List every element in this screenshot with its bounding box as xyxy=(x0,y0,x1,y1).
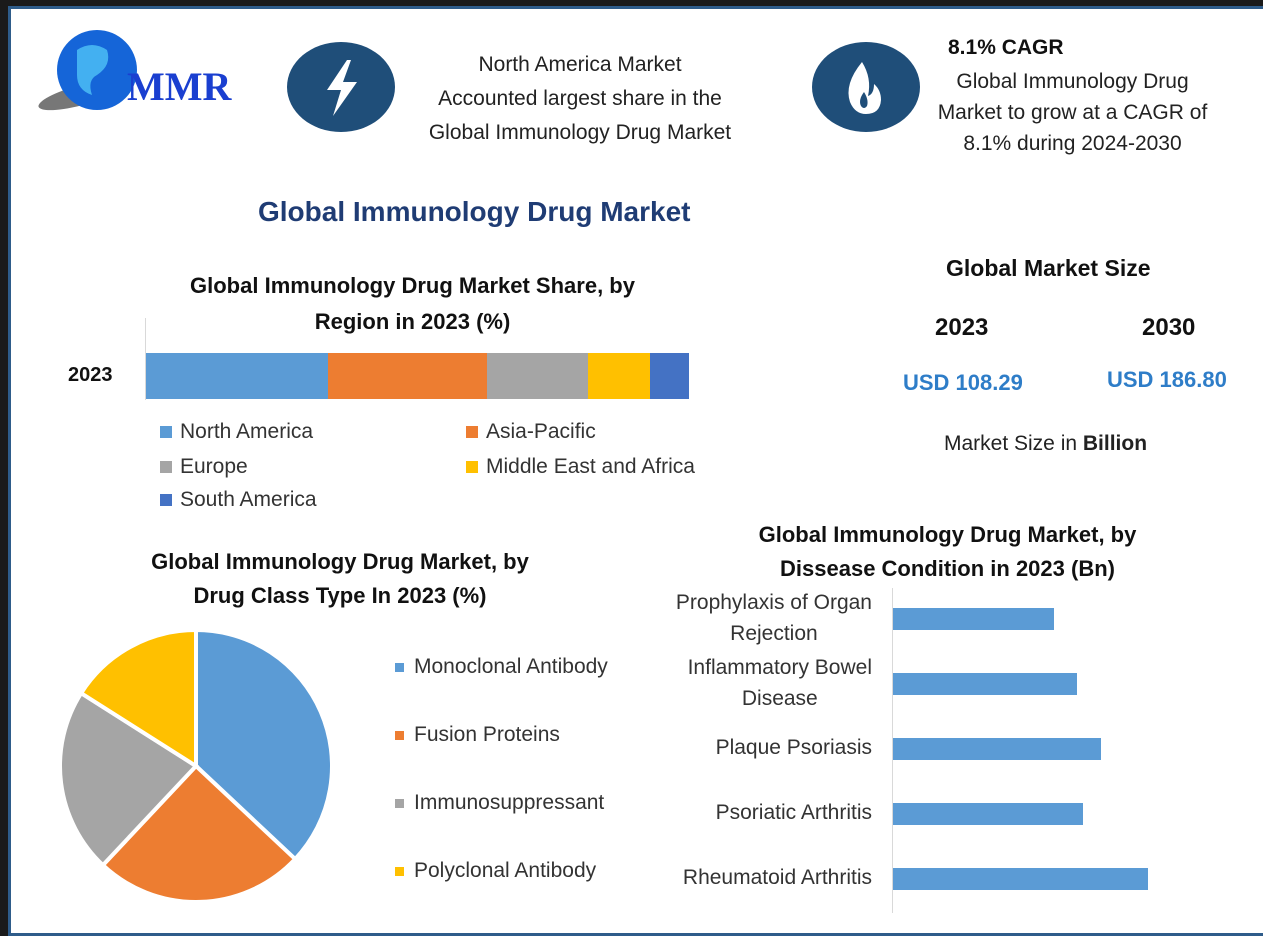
bar-segment-south-america xyxy=(649,353,689,399)
legend-item: Immunosuppressant xyxy=(395,791,604,815)
chart-title-line: Region in 2023 (%) xyxy=(314,309,511,334)
callout-icon-circle xyxy=(287,42,395,132)
legend-item: Monoclonal Antibody xyxy=(395,655,608,679)
legend-label: Fusion Proteins xyxy=(414,723,560,746)
legend-label: Monoclonal Antibody xyxy=(414,655,608,678)
category-label: 2023 xyxy=(68,364,113,386)
bar-segment-asia-pacific xyxy=(327,353,487,399)
callout-line: Global Immunology Drug Market xyxy=(428,121,732,144)
pie-slice-immunosuppressant xyxy=(58,690,200,868)
disease-bar xyxy=(893,868,1148,890)
category-label: Rheumatoid Arthritis xyxy=(683,862,872,893)
callout-line: Market to grow at a CAGR of xyxy=(937,101,1208,124)
note-unit: Billion xyxy=(1082,432,1148,455)
chart-title-line: Dissease Condition in 2023 (Bn) xyxy=(780,556,1115,581)
legend-item: Asia-Pacific xyxy=(466,420,596,444)
lightning-icon xyxy=(327,60,357,116)
legend-label: South America xyxy=(180,488,317,511)
chart-title-line: Global Immunology Drug Market, by xyxy=(758,522,1137,547)
value-2030: USD 186.80 xyxy=(1107,367,1227,392)
flame-icon xyxy=(848,62,881,114)
category-label: Plaque Psoriasis xyxy=(716,732,872,763)
market-size-title: Global Market Size xyxy=(946,255,1151,281)
axis-line xyxy=(145,318,146,400)
legend-label: Europe xyxy=(180,455,248,478)
callout-line: 8.1% during 2024-2030 xyxy=(963,132,1182,155)
legend-swatch xyxy=(466,426,478,438)
chart-title-line: Global Immunology Drug Market, by xyxy=(151,549,529,574)
legend-label: Middle East and Africa xyxy=(486,455,695,478)
region-chart-title: Global Immunology Drug Market Share, by … xyxy=(120,268,705,340)
category-label-line: Rheumatoid Arthritis xyxy=(682,866,872,889)
legend-item: Polyclonal Antibody xyxy=(395,859,596,883)
legend-label: Immunosuppressant xyxy=(414,791,605,814)
callout-north-america: North America Market Accounted largest s… xyxy=(390,48,770,150)
bar-segment-north-america xyxy=(146,353,328,399)
category-label-line: Prophylaxis of Organ xyxy=(675,591,872,614)
bar-segment-middle-east-and-africa xyxy=(587,353,650,399)
pie-chart xyxy=(58,627,334,904)
cagr-heading: 8.1% CAGR xyxy=(948,36,1064,59)
stacked-bar xyxy=(146,353,689,399)
legend-swatch xyxy=(395,730,404,740)
chart-title-line: Global Immunology Drug Market Share, by xyxy=(190,273,635,298)
pie-slice-monoclonal-antibody xyxy=(194,627,334,862)
category-label-line: Plaque Psoriasis xyxy=(715,736,872,759)
legend-label: Asia-Pacific xyxy=(486,420,596,443)
main-title: Global Immunology Drug Market xyxy=(258,196,691,227)
legend-swatch xyxy=(395,866,404,876)
category-label: Prophylaxis of Organ Rejection xyxy=(676,587,872,649)
legend-swatch xyxy=(160,494,172,506)
disease-bar xyxy=(893,803,1083,825)
disease-bar xyxy=(893,673,1077,695)
category-label: Inflammatory Bowel Disease xyxy=(688,652,872,714)
legend-label: Polyclonal Antibody xyxy=(414,859,597,882)
callout-line: Global Immunology Drug xyxy=(956,70,1189,93)
disease-chart-title: Global Immunology Drug Market, by Dissea… xyxy=(700,518,1195,586)
year-2023: 2023 xyxy=(935,314,989,341)
callout-icon-circle xyxy=(812,42,920,132)
axis-line xyxy=(892,588,893,913)
pie-slice-fusion-proteins xyxy=(100,763,298,904)
note-text: Market Size in xyxy=(944,432,1083,455)
legend-item: Europe xyxy=(160,455,248,479)
legend-swatch xyxy=(395,798,404,808)
legend-item: Fusion Proteins xyxy=(395,723,560,747)
legend-swatch xyxy=(160,426,172,438)
callout-line: North America Market xyxy=(478,53,682,76)
callout-line: Accounted largest share in the xyxy=(438,87,722,110)
pie-slice-polyclonal-antibody xyxy=(78,627,198,770)
value-2023: USD 108.29 xyxy=(903,370,1023,395)
legend-item: South America xyxy=(160,488,317,512)
legend-item: Middle East and Africa xyxy=(466,455,695,479)
legend-label: North America xyxy=(180,420,314,443)
legend-swatch xyxy=(466,461,478,473)
bar-segment-europe xyxy=(486,353,588,399)
chart-title-line: Drug Class Type In 2023 (%) xyxy=(193,583,487,608)
legend-item: North America xyxy=(160,420,313,444)
pie-chart-title: Global Immunology Drug Market, by Drug C… xyxy=(95,545,585,613)
logo-text: MMR xyxy=(127,64,233,109)
category-label-line: Rejection xyxy=(730,622,818,645)
disease-bar xyxy=(893,738,1101,760)
market-size-note: Market Size in Billion xyxy=(944,432,1147,456)
callout-cagr: Global Immunology Drug Market to grow at… xyxy=(920,66,1225,159)
disease-bar xyxy=(893,608,1054,630)
category-label-line: Disease xyxy=(741,687,818,710)
legend-swatch xyxy=(395,662,404,672)
mmr-logo: MMR xyxy=(38,30,233,111)
legend-swatch xyxy=(160,461,172,473)
category-label-line: Inflammatory Bowel xyxy=(687,656,872,679)
category-label-line: Psoriatic Arthritis xyxy=(715,801,872,824)
category-label: Psoriatic Arthritis xyxy=(716,797,872,828)
year-2030: 2030 xyxy=(1142,314,1196,341)
